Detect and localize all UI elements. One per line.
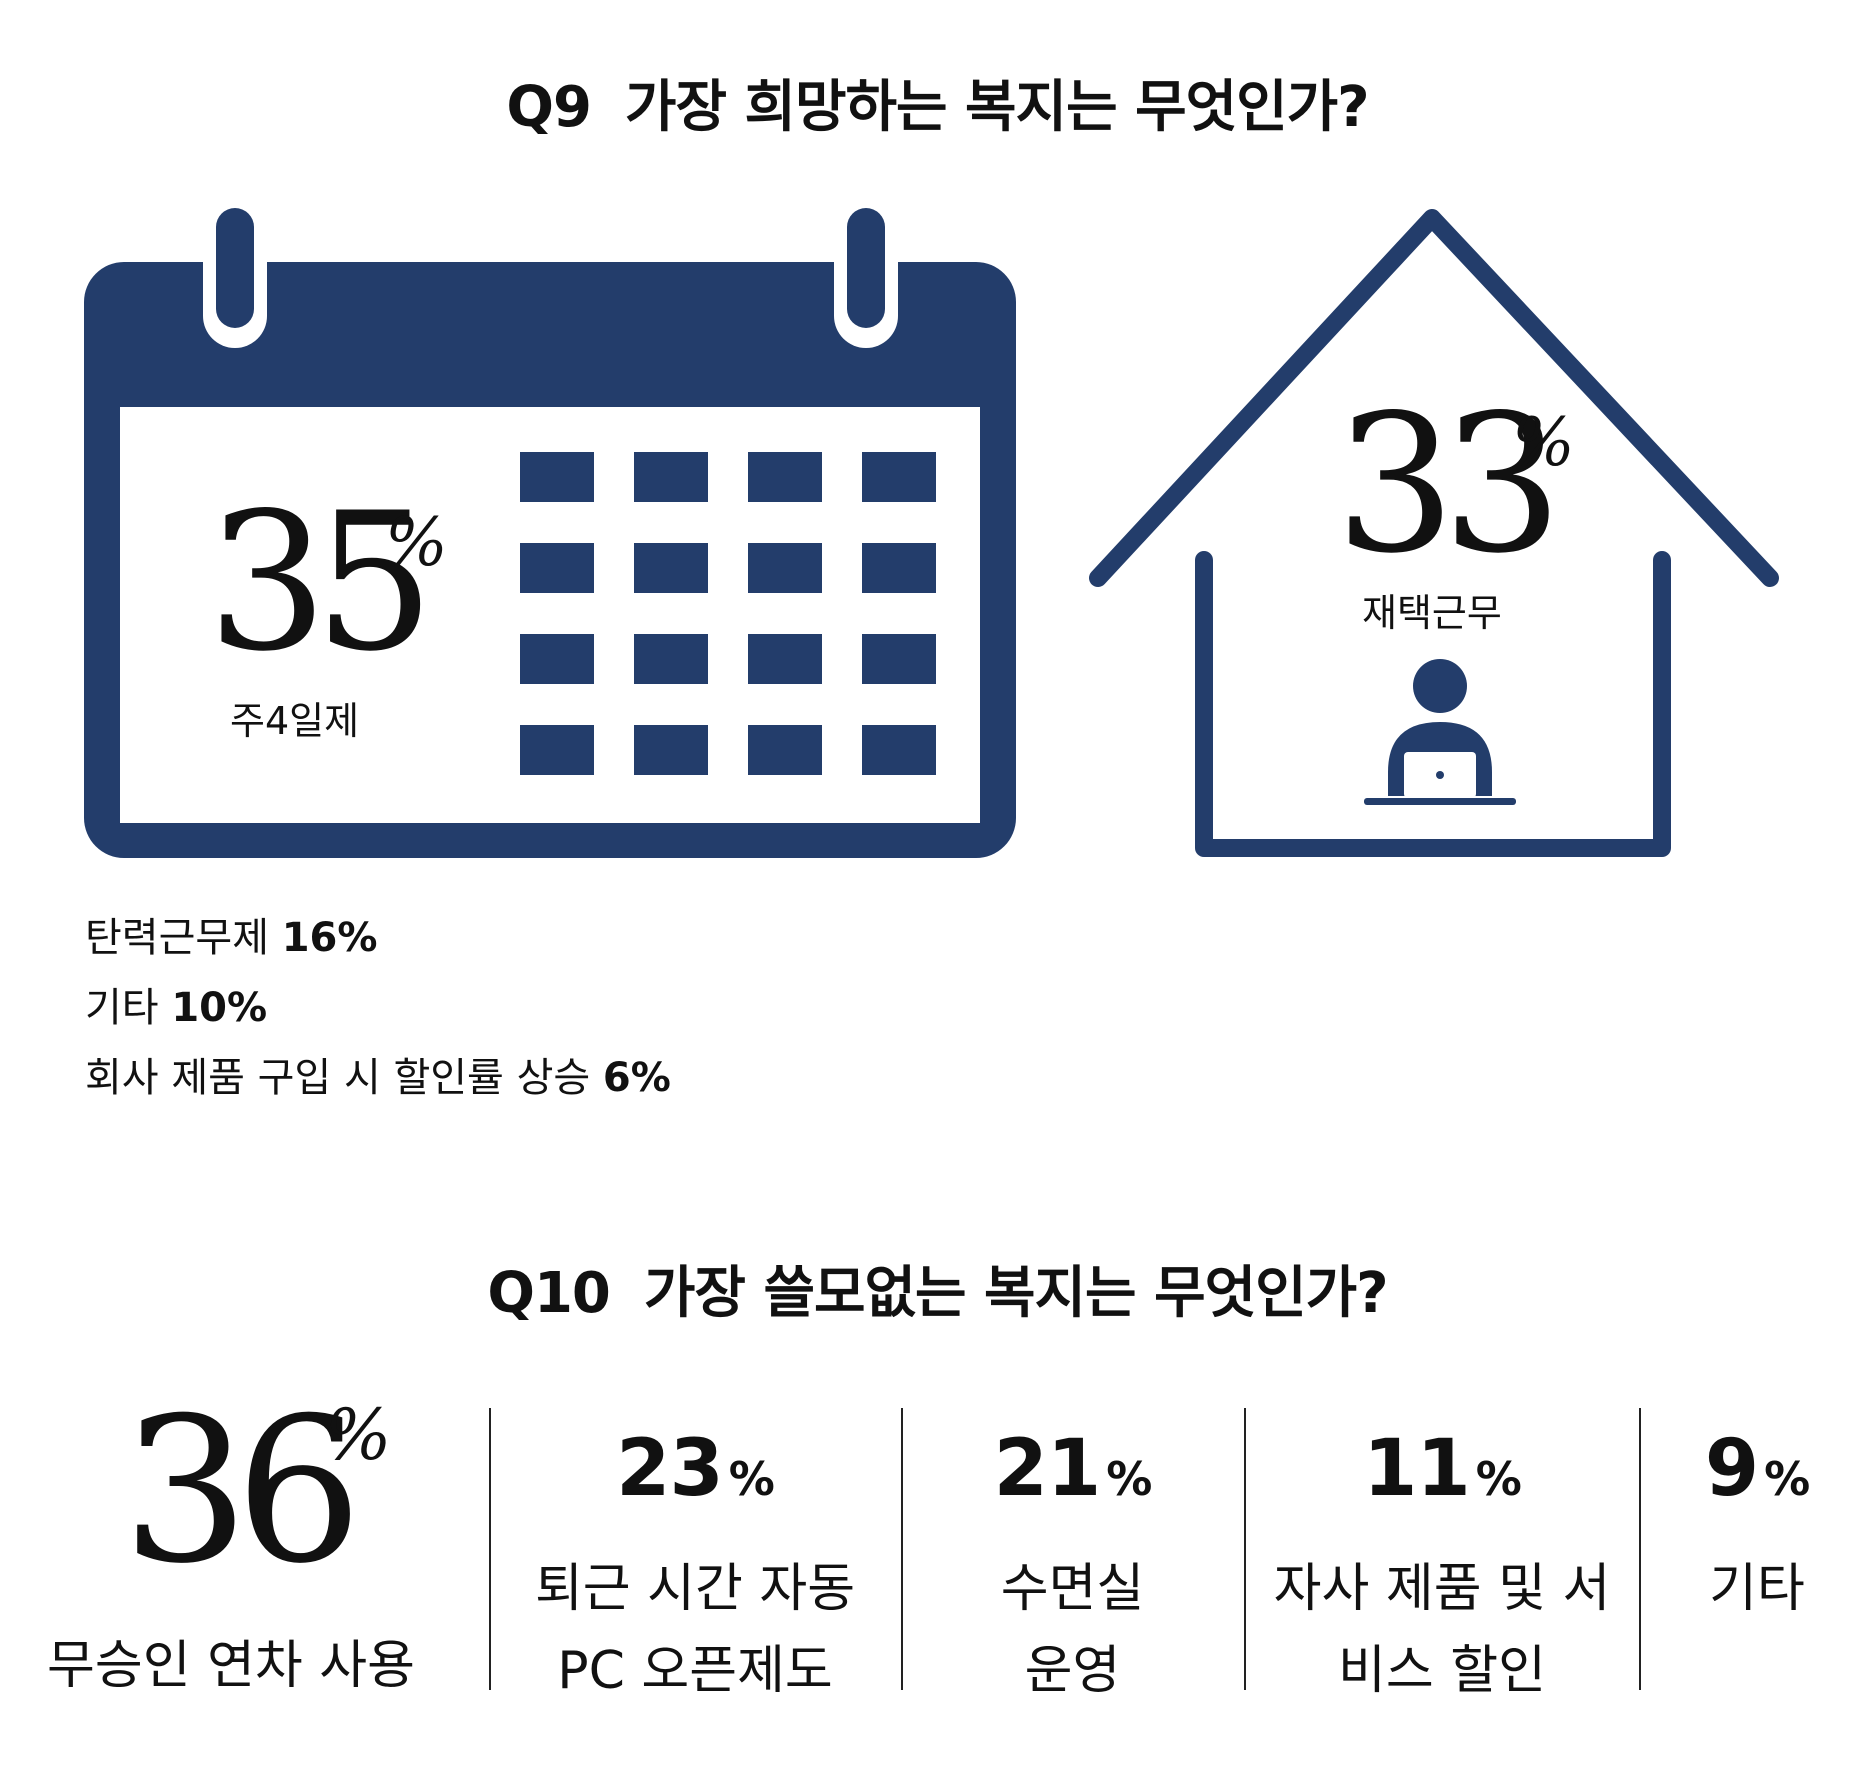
- item-percent: 23%: [616, 1424, 775, 1514]
- calendar-day-block: [634, 725, 708, 775]
- featured-label: 무승인 연차 사용: [47, 1636, 415, 1696]
- q10-item: 11% 자사 제품 및 서 비스 할인: [1248, 1430, 1636, 1712]
- calendar-day-block: [520, 543, 594, 593]
- item-percent: 11%: [1363, 1424, 1522, 1514]
- q10-item: 21% 수면실 운영: [905, 1430, 1240, 1712]
- calendar-day-block: [748, 634, 822, 684]
- list-item: 회사 제품 구입 시 할인률 상승 6%: [85, 1055, 671, 1101]
- calendar-day-block: [520, 452, 594, 502]
- q10-item: 9% 기타: [1643, 1430, 1871, 1630]
- q9-question: 가장 희망하는 복지는 무엇인가?: [624, 75, 1370, 140]
- featured-percent-sign: %: [325, 1394, 392, 1476]
- calendar-day-block: [748, 452, 822, 502]
- calendar-day-block: [634, 543, 708, 593]
- house-label: 재택근무: [1362, 591, 1502, 635]
- calendar-day-block: [862, 634, 936, 684]
- item-label: 기타: [1709, 1559, 1805, 1619]
- q9-title: Q9 가장 희망하는 복지는 무엇인가?: [0, 62, 1875, 143]
- item-label: 퇴근 시간 자동 PC 오픈제도: [534, 1559, 856, 1701]
- divider: [1639, 1408, 1641, 1690]
- item-label: 수면실 운영: [1000, 1559, 1145, 1701]
- q10-number: Q10: [487, 1261, 611, 1326]
- item-percent: 21%: [993, 1424, 1153, 1514]
- calendar-day-block: [862, 725, 936, 775]
- calendar-percent-value: 35: [207, 472, 435, 693]
- list-item: 기타 10%: [85, 985, 268, 1031]
- calendar-percent-sign: %: [385, 504, 448, 581]
- divider: [489, 1408, 491, 1690]
- house-icon: [1089, 209, 1779, 857]
- house-percent-value: 33: [1335, 374, 1563, 595]
- item-percent: 9%: [1704, 1424, 1810, 1514]
- calendar-day-block: [520, 634, 594, 684]
- house-percent-sign: %: [1512, 404, 1575, 481]
- calendar-day-block: [748, 725, 822, 775]
- featured-percent-value: 36: [122, 1375, 362, 1608]
- calendar-day-block: [748, 543, 822, 593]
- calendar-icon: [84, 208, 1016, 858]
- calendar-day-block: [862, 452, 936, 502]
- divider: [901, 1408, 903, 1690]
- calendar-day-block: [520, 725, 594, 775]
- divider: [1244, 1408, 1246, 1690]
- calendar-day-block: [634, 634, 708, 684]
- q10-question: 가장 쓸모없는 복지는 무엇인가?: [643, 1261, 1389, 1326]
- calendar-day-block: [634, 452, 708, 502]
- item-label: 자사 제품 및 서 비스 할인: [1273, 1559, 1611, 1701]
- list-item: 탄력근무제 16%: [85, 915, 378, 961]
- q10-title: Q10 가장 쓸모없는 복지는 무엇인가?: [0, 1248, 1875, 1329]
- q9-number: Q9: [506, 75, 592, 140]
- person-head-icon: [1413, 659, 1467, 713]
- calendar-day-block: [862, 543, 936, 593]
- q10-item: 23% 퇴근 시간 자동 PC 오픈제도: [495, 1430, 895, 1712]
- calendar-label: 주4일제: [230, 699, 360, 743]
